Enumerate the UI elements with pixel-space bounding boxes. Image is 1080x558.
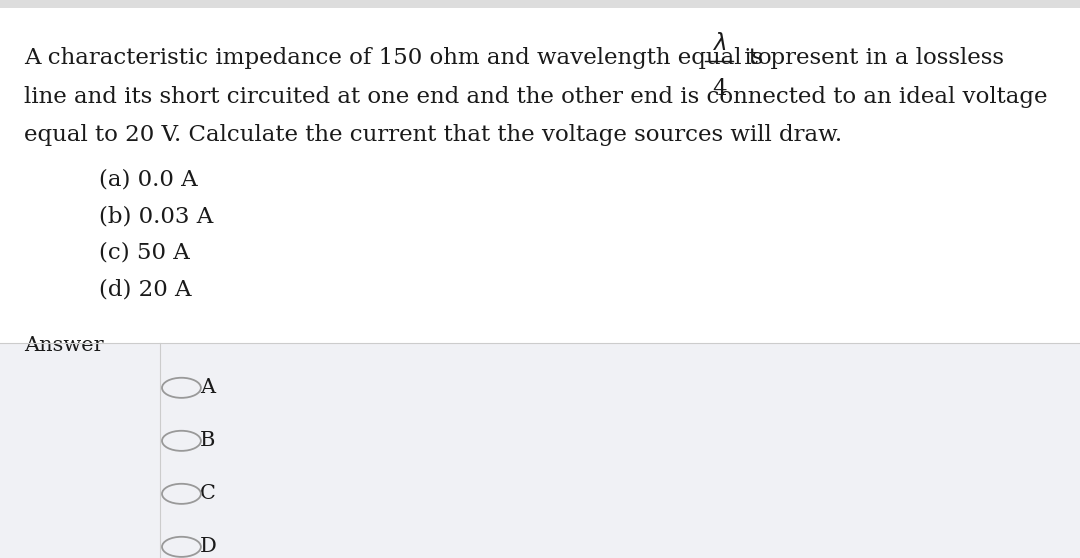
Text: A characteristic impedance of 150 ohm and wavelength equal to: A characteristic impedance of 150 ohm an… <box>24 47 779 69</box>
Text: (a) 0.0 A: (a) 0.0 A <box>99 169 198 190</box>
Text: Answer: Answer <box>24 336 104 355</box>
Text: D: D <box>200 537 217 556</box>
Text: C: C <box>200 484 216 503</box>
Text: equal to 20 V. Calculate the current that the voltage sources will draw.: equal to 20 V. Calculate the current tha… <box>24 124 842 146</box>
Text: $\lambda$: $\lambda$ <box>712 33 727 55</box>
Text: line and its short circuited at one end and the other end is connected to an ide: line and its short circuited at one end … <box>24 86 1048 108</box>
Text: (b) 0.03 A: (b) 0.03 A <box>99 205 214 227</box>
Text: (c) 50 A: (c) 50 A <box>99 242 190 264</box>
Text: B: B <box>200 431 215 450</box>
Text: A: A <box>200 378 215 397</box>
Text: 4: 4 <box>712 78 727 100</box>
Text: (d) 20 A: (d) 20 A <box>99 279 192 301</box>
Text: is present in a lossless: is present in a lossless <box>737 47 1003 69</box>
